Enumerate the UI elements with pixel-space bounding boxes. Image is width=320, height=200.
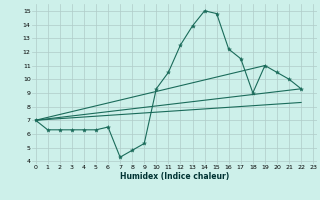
X-axis label: Humidex (Indice chaleur): Humidex (Indice chaleur): [120, 172, 229, 181]
